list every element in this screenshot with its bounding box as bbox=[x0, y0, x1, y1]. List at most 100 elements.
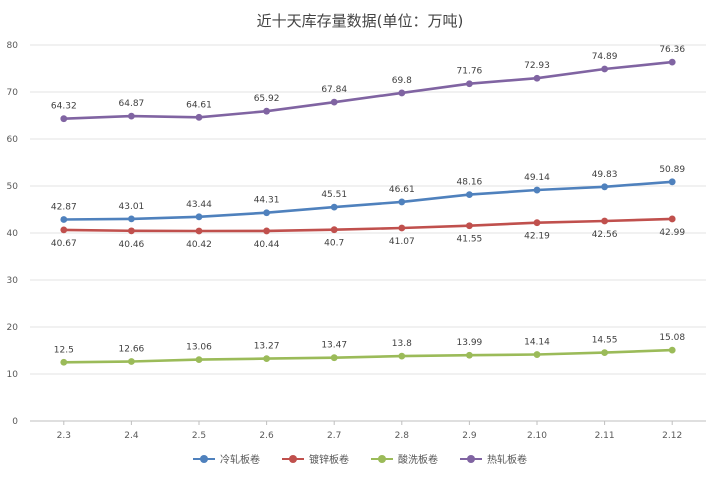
x-tick-label: 2.5 bbox=[192, 431, 206, 441]
data-point bbox=[60, 216, 68, 223]
legend-dot bbox=[467, 454, 475, 463]
legend-swatch bbox=[460, 454, 482, 464]
series-line bbox=[63, 60, 673, 120]
data-point bbox=[263, 107, 270, 115]
legend-dot bbox=[378, 454, 386, 463]
data-label: 50.89 bbox=[659, 165, 685, 175]
legend-label: 冷轧板卷 bbox=[220, 455, 260, 466]
y-tick-label: 20 bbox=[7, 323, 19, 333]
series-line bbox=[63, 217, 673, 233]
data-point bbox=[60, 226, 68, 234]
legend-swatch bbox=[371, 454, 393, 464]
data-label: 49.14 bbox=[524, 173, 550, 183]
y-tick-label: 80 bbox=[7, 41, 19, 51]
data-point bbox=[330, 354, 338, 362]
data-point bbox=[668, 178, 676, 186]
data-label: 12.5 bbox=[54, 345, 74, 355]
legend-item: 冷轧板卷 bbox=[193, 451, 260, 466]
data-label: 44.31 bbox=[254, 196, 280, 206]
data-point bbox=[668, 346, 676, 354]
data-label: 74.89 bbox=[592, 52, 618, 62]
legend-item: 酸洗板卷 bbox=[371, 451, 438, 466]
data-label: 71.76 bbox=[457, 67, 483, 77]
data-point bbox=[127, 358, 135, 365]
legend-dot bbox=[200, 454, 208, 463]
data-point bbox=[127, 215, 135, 223]
y-tick-label: 10 bbox=[7, 370, 19, 380]
data-point bbox=[195, 213, 203, 221]
data-point bbox=[668, 215, 676, 223]
data-label: 14.55 bbox=[592, 336, 618, 346]
data-label: 67.84 bbox=[321, 85, 347, 95]
x-tick-label: 2.12 bbox=[662, 431, 682, 441]
data-label: 42.87 bbox=[51, 203, 77, 213]
data-label: 42.19 bbox=[524, 232, 550, 242]
data-label: 49.83 bbox=[592, 170, 618, 180]
data-point bbox=[263, 355, 270, 363]
data-label: 43.01 bbox=[119, 202, 145, 212]
data-label: 42.99 bbox=[659, 228, 685, 238]
legend-label: 酸洗板卷 bbox=[398, 455, 438, 466]
data-point bbox=[263, 227, 270, 235]
data-point bbox=[668, 58, 676, 66]
chart-title: 近十天库存量数据(单位：万吨) bbox=[256, 12, 464, 30]
data-point bbox=[330, 226, 338, 234]
data-label: 72.93 bbox=[524, 61, 550, 71]
legend-swatch bbox=[193, 454, 215, 464]
data-label: 41.55 bbox=[457, 235, 483, 245]
x-tick-label: 2.6 bbox=[259, 431, 274, 441]
data-label: 64.32 bbox=[51, 102, 77, 112]
data-point bbox=[466, 191, 473, 199]
data-label: 64.61 bbox=[186, 100, 212, 110]
data-label: 14.14 bbox=[524, 338, 550, 348]
data-label: 43.44 bbox=[186, 200, 212, 210]
data-label: 69.8 bbox=[392, 76, 412, 86]
data-point bbox=[330, 203, 338, 211]
data-point bbox=[601, 183, 608, 191]
x-tick-label: 2.8 bbox=[395, 431, 410, 441]
data-point bbox=[533, 74, 541, 82]
y-tick-label: 40 bbox=[7, 229, 19, 239]
data-label: 76.36 bbox=[659, 45, 685, 55]
data-point bbox=[533, 186, 541, 194]
y-tick-label: 60 bbox=[7, 135, 19, 145]
x-tick-label: 2.4 bbox=[124, 431, 139, 441]
data-point bbox=[398, 224, 406, 232]
data-point bbox=[398, 198, 406, 206]
x-tick-label: 2.7 bbox=[327, 431, 341, 441]
data-label: 40.42 bbox=[186, 240, 212, 250]
data-label: 13.99 bbox=[457, 338, 483, 348]
data-point bbox=[195, 356, 203, 364]
x-tick-label: 2.10 bbox=[527, 431, 547, 441]
data-point bbox=[533, 351, 541, 358]
x-tick-label: 2.9 bbox=[462, 431, 477, 441]
legend-swatch bbox=[282, 454, 304, 464]
legend-label: 热轧板卷 bbox=[487, 455, 527, 466]
data-point bbox=[601, 349, 608, 357]
data-point bbox=[127, 227, 135, 235]
data-point bbox=[60, 115, 68, 123]
data-label: 64.87 bbox=[119, 99, 145, 109]
data-point bbox=[466, 222, 473, 230]
data-point bbox=[127, 112, 135, 120]
data-point bbox=[60, 358, 68, 366]
data-label: 42.56 bbox=[592, 230, 618, 240]
series-line bbox=[63, 180, 673, 221]
data-point bbox=[330, 98, 338, 106]
y-tick-label: 50 bbox=[7, 182, 19, 192]
data-label: 48.16 bbox=[457, 178, 483, 188]
x-tick-label: 2.3 bbox=[57, 431, 71, 441]
data-label: 12.66 bbox=[119, 344, 145, 354]
legend-dot bbox=[289, 454, 297, 463]
data-label: 65.92 bbox=[254, 94, 280, 104]
data-label: 40.44 bbox=[254, 240, 280, 250]
legend-label: 镀锌板卷 bbox=[309, 455, 349, 466]
data-point bbox=[466, 80, 473, 88]
data-label: 45.51 bbox=[321, 190, 347, 200]
series-line bbox=[63, 348, 673, 364]
data-label: 40.67 bbox=[51, 239, 77, 249]
data-point bbox=[263, 209, 270, 217]
data-label: 40.7 bbox=[324, 239, 344, 249]
y-tick-label: 30 bbox=[7, 276, 19, 286]
